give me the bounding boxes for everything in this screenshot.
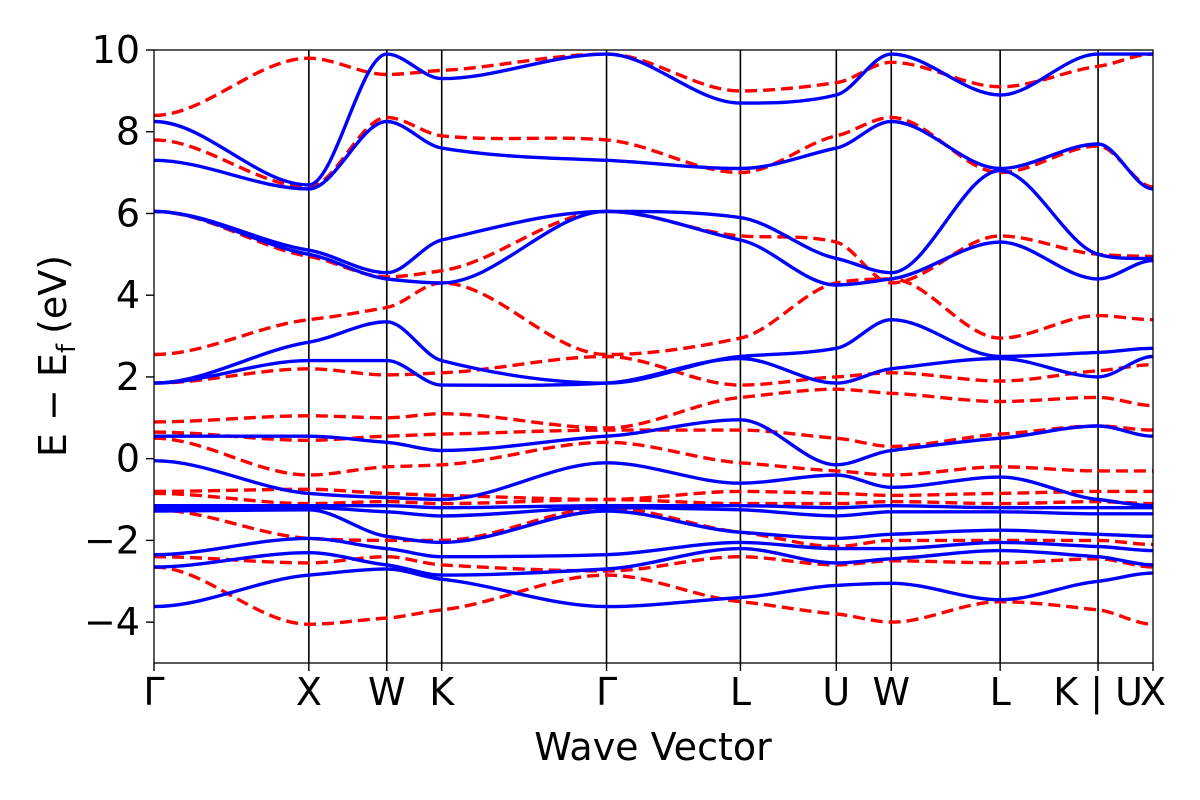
band-line-solid bbox=[154, 536, 1153, 559]
y-tick-label: 4 bbox=[116, 273, 140, 317]
band-line-solid bbox=[154, 503, 1153, 510]
y-axis-title: E − Ef (eV) bbox=[31, 255, 82, 457]
y-tick-label: 6 bbox=[116, 191, 140, 235]
band-line-solid bbox=[154, 505, 1153, 518]
band-line-solid bbox=[154, 459, 1153, 508]
band-line-solid bbox=[154, 168, 1153, 275]
band-line-dashed bbox=[154, 436, 1153, 477]
band-line-dashed bbox=[154, 554, 1153, 573]
band-line-solid bbox=[154, 317, 1153, 385]
band-line-dashed bbox=[154, 354, 1153, 387]
y-tick-label: 2 bbox=[116, 355, 140, 399]
band-line-dashed bbox=[154, 277, 1153, 357]
plot-frame bbox=[153, 49, 1154, 664]
x-tick-label: W bbox=[368, 670, 406, 714]
y-tick-label: 0 bbox=[116, 437, 140, 481]
x-tick-label: L bbox=[730, 670, 751, 714]
band-line-solid bbox=[154, 119, 1153, 191]
x-tick-label: X bbox=[296, 670, 322, 714]
band-line-solid bbox=[154, 546, 1153, 577]
band-line-dashed bbox=[154, 487, 1153, 502]
y-tick-label: 10 bbox=[92, 28, 140, 72]
x-tick-label: K bbox=[429, 670, 455, 714]
x-tick-label: Γ bbox=[143, 670, 164, 714]
band-line-dashed bbox=[154, 565, 1153, 626]
y-tick-label: 8 bbox=[116, 110, 140, 154]
band-line-solid bbox=[154, 508, 1153, 545]
y-tick-label: −2 bbox=[84, 518, 140, 562]
x-tick-label: U bbox=[822, 670, 850, 714]
band-line-solid bbox=[154, 52, 1153, 187]
band-line-dashed bbox=[154, 52, 1153, 118]
x-axis-title: Wave Vector bbox=[534, 725, 772, 769]
band-line-dashed bbox=[154, 491, 1153, 506]
bands bbox=[154, 52, 1153, 626]
band-line-solid bbox=[154, 418, 1153, 467]
y-axis-title-unit: (eV) bbox=[31, 255, 75, 334]
y-axis-ticks: −4 −2 0 2 4 6 8 10 bbox=[84, 28, 154, 644]
band-line-solid bbox=[154, 567, 1153, 609]
band-line-dashed bbox=[154, 424, 1153, 449]
y-tick-label: −4 bbox=[84, 600, 140, 644]
x-tick-label: W bbox=[872, 670, 910, 714]
x-tick-label: X bbox=[1140, 670, 1166, 714]
x-tick-label: K | U bbox=[1053, 670, 1143, 715]
x-tick-label: L bbox=[990, 670, 1011, 714]
y-axis-title-subscript: f bbox=[52, 343, 82, 353]
band-line-solid bbox=[154, 209, 1153, 287]
y-axis-title-main: E − E bbox=[31, 353, 75, 457]
x-tick-label: Γ bbox=[596, 670, 617, 714]
